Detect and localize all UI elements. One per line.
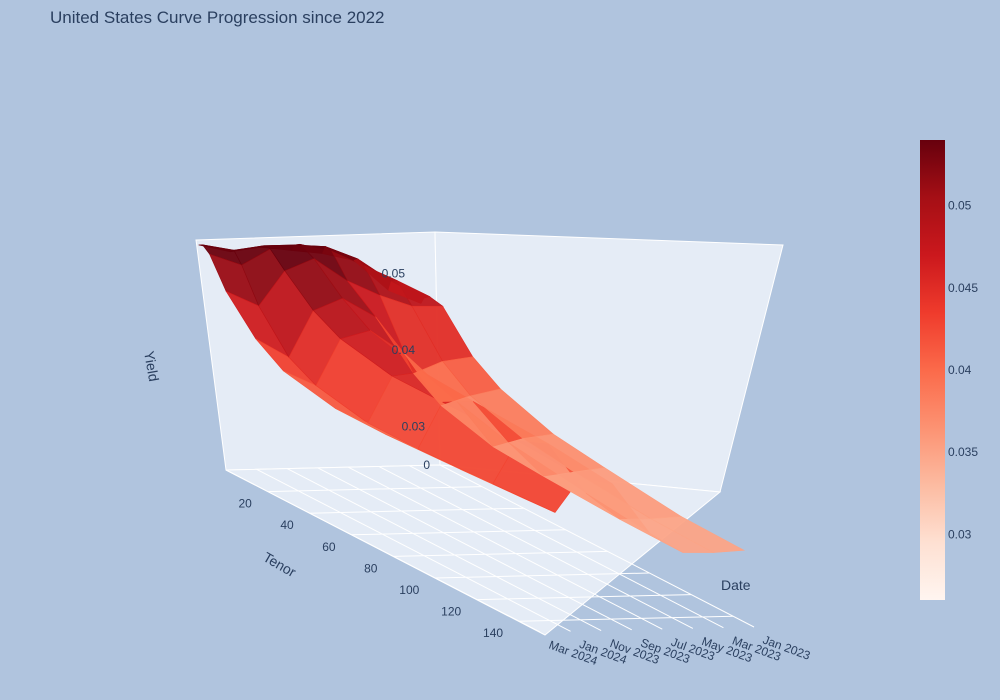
colorbar-tick-label: 0.03 [948, 527, 972, 541]
y-axis-title: Date [721, 577, 751, 593]
colorbar-ticks: 0.03 0.035 0.04 0.045 0.05 [948, 199, 978, 542]
floor-grid-line [351, 529, 566, 536]
x-axis-title: Tenor [261, 549, 300, 581]
x-tick-label: 140 [483, 626, 503, 640]
floor-grid-line [393, 550, 608, 557]
z-tick-label: 0.03 [402, 420, 426, 434]
colorbar[interactable] [920, 140, 945, 600]
floor-grid-line [286, 468, 602, 632]
x-tick-label: 60 [322, 540, 336, 554]
floor-grid-line [477, 594, 692, 601]
x-tick-label: 40 [280, 518, 294, 532]
colorbar-tick-label: 0.04 [948, 363, 972, 377]
floor-grid-line [435, 572, 650, 579]
floor-grid-line [378, 465, 694, 629]
floor-grid-line [256, 468, 571, 632]
x-tick-label: 100 [399, 583, 419, 597]
floor-grid-line [439, 464, 755, 628]
floor-grid-line [519, 615, 734, 622]
yield-surface [198, 243, 746, 553]
colorbar-tick-label: 0.035 [948, 445, 978, 459]
z-axis-title: Yield [141, 350, 162, 383]
z-tick-label: 0.04 [392, 343, 416, 357]
z-tick-label: 0 [423, 458, 430, 472]
z-tick-label: 0.05 [382, 266, 406, 280]
x-tick-label: 80 [364, 561, 378, 575]
floor-grid-line [409, 465, 724, 629]
floor-grid-line [267, 486, 482, 493]
colorbar-tick-label: 0.05 [948, 199, 972, 213]
colorbar-tick-label: 0.045 [948, 281, 978, 295]
floor-grid-line [348, 466, 663, 630]
floor-grid-line [317, 467, 632, 631]
chart-title: United States Curve Progression since 20… [50, 8, 385, 27]
x-tick-label: 20 [239, 497, 253, 511]
floor-grid-line [309, 507, 524, 514]
floor-grid-line [225, 469, 541, 633]
grid-lines [225, 464, 755, 633]
x-tick-label: 120 [441, 605, 461, 619]
surface-patch [649, 516, 746, 553]
